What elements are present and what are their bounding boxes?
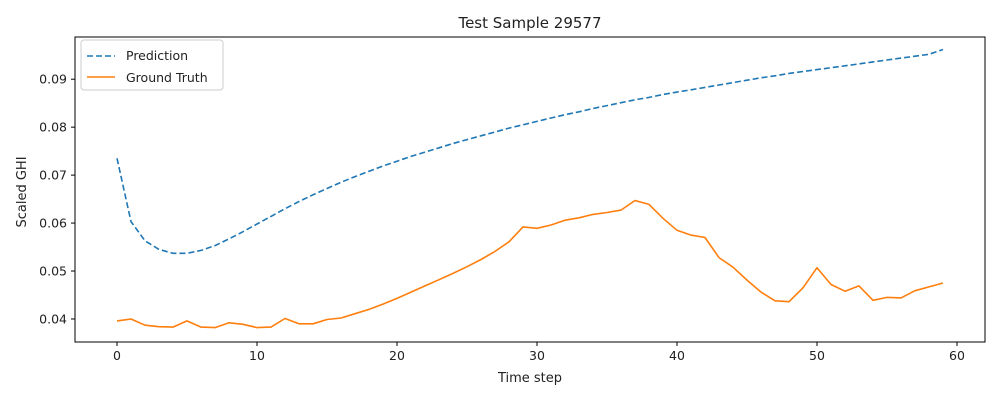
y-axis: 0.04 0.05 0.06 0.07 0.08 0.09 xyxy=(39,72,75,326)
plot-frame xyxy=(74,36,986,343)
y-tick-label: 0.08 xyxy=(39,120,67,135)
chart-title: Test Sample 29577 xyxy=(457,14,601,32)
series-line-prediction xyxy=(116,48,944,255)
x-tick-label: 40 xyxy=(669,348,685,363)
x-axis-label: Time step xyxy=(497,371,562,386)
y-tick-label: 0.09 xyxy=(39,72,67,87)
x-tick-label: 10 xyxy=(249,348,265,363)
legend-label-ground-truth: Ground Truth xyxy=(126,70,208,85)
x-tick-label: 20 xyxy=(389,348,405,363)
y-tick-label: 0.05 xyxy=(39,264,67,279)
y-axis-label: Scaled GHI xyxy=(15,156,30,227)
legend-label-prediction: Prediction xyxy=(126,48,188,63)
x-tick-label: 30 xyxy=(529,348,545,363)
series-layer xyxy=(116,48,944,329)
x-axis: 0 10 20 30 40 50 60 xyxy=(113,342,965,363)
legend-box xyxy=(80,39,224,91)
legend: Prediction Ground Truth xyxy=(80,39,224,91)
x-tick-label: 0 xyxy=(113,348,121,363)
series-line-ground-truth xyxy=(116,199,944,329)
y-tick-label: 0.04 xyxy=(39,311,67,326)
x-tick-label: 50 xyxy=(809,348,825,363)
y-tick-label: 0.06 xyxy=(39,216,67,231)
y-tick-label: 0.07 xyxy=(39,168,67,183)
x-tick-label: 60 xyxy=(949,348,965,363)
